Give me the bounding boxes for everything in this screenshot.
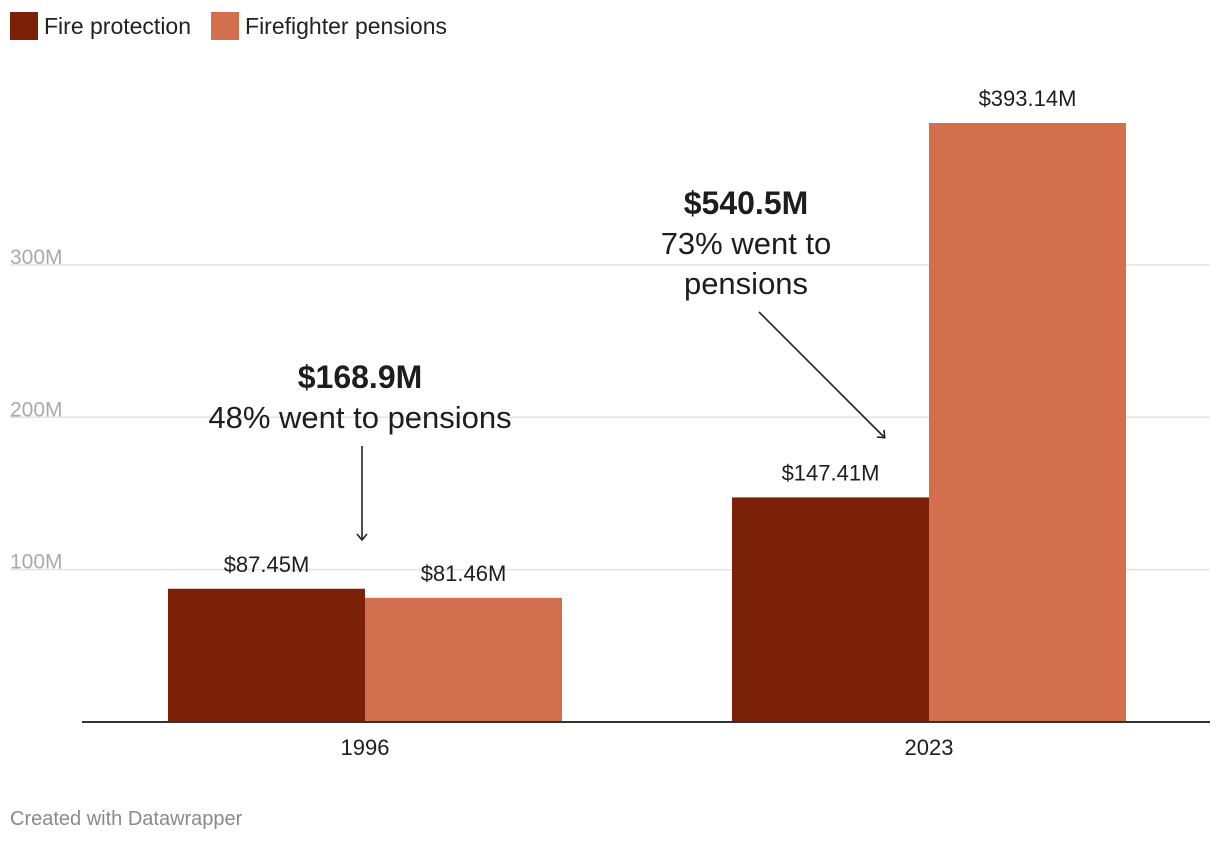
annotation-note-2023: 73% went to: [661, 226, 832, 261]
bar-firefighter-pensions-1996: [365, 597, 562, 722]
y-tick-label: 100M: [10, 551, 63, 574]
data-label: $87.45M: [224, 552, 310, 577]
bar-fire-protection-2023: [732, 497, 929, 722]
legend-label-fire-protection: Fire protection: [44, 12, 192, 39]
annotation-arrow-2023: [758, 311, 886, 439]
data-label: $147.41M: [782, 460, 880, 485]
annotation-total-2023: $540.5M: [684, 185, 809, 221]
y-tick-label: 300M: [10, 246, 63, 269]
bar-firefighter-pensions-2023: [929, 123, 1126, 722]
legend-item-fire-protection: Fire protection: [10, 12, 191, 40]
x-tick-label: 1996: [341, 735, 390, 760]
legend-item-firefighter-pensions: Firefighter pensions: [211, 12, 447, 40]
legend: Fire protection Firefighter pensions: [10, 12, 447, 40]
annotation-total-1996: $168.9M: [298, 359, 423, 395]
legend-swatch-firefighter-pensions: [211, 12, 240, 40]
legend-label-firefighter-pensions: Firefighter pensions: [245, 12, 448, 39]
footer-credit: Created with Datawrapper: [10, 808, 243, 830]
x-tick-label: 2023: [905, 735, 954, 760]
bar-fire-protection-1996: [168, 588, 365, 722]
y-tick-label: 200M: [10, 398, 63, 421]
data-label: $393.14M: [979, 86, 1077, 111]
annotation-note-2023: pensions: [684, 266, 808, 301]
data-label: $81.46M: [421, 561, 507, 586]
legend-swatch-fire-protection: [10, 12, 38, 40]
annotation-note-1996: 48% went to pensions: [208, 400, 511, 435]
